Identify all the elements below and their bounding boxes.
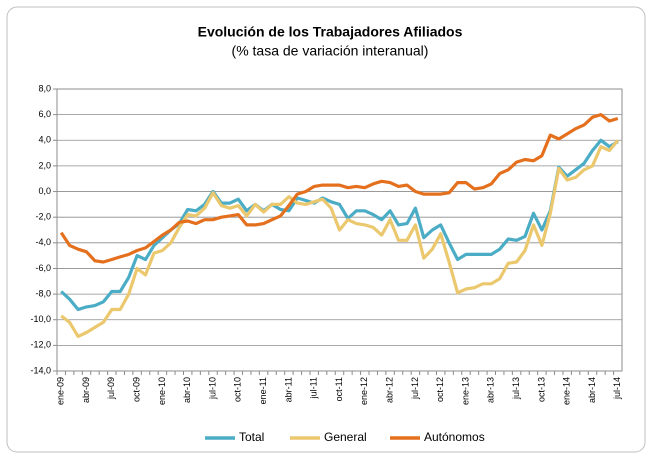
x-tick-label: jul-09: [106, 377, 116, 400]
series-line: [60, 138, 619, 312]
y-tick-label: -14,0: [30, 365, 51, 375]
chart-title: Evolución de los Trabajadores Afiliados: [198, 24, 463, 40]
x-tick-label: ene-10: [157, 377, 167, 405]
y-tick-label: 4,0: [38, 135, 51, 145]
y-tick-label: 8,0: [38, 83, 51, 93]
x-tick-label: abr-10: [182, 377, 192, 403]
chart-subtitle: (% tasa de variación interanual): [232, 43, 429, 59]
y-tick-label: -2,0: [35, 212, 51, 222]
series-line: [59, 113, 619, 264]
y-tick-label: 0,0: [38, 186, 51, 196]
x-tick-label: oct-13: [536, 377, 546, 402]
x-tick-label: abr-13: [486, 377, 496, 403]
x-tick-label: abr-12: [384, 377, 394, 403]
x-tick-label: oct-10: [233, 377, 243, 402]
y-tick-label: -10,0: [30, 314, 51, 324]
x-tick-label: ene-12: [359, 377, 369, 405]
y-tick-label: -6,0: [35, 263, 51, 273]
legend-label: General: [324, 430, 367, 444]
x-tick-label: abr-14: [587, 377, 597, 403]
x-tick-label: jul-10: [207, 377, 217, 400]
y-tick-label: 6,0: [38, 109, 51, 119]
x-tick-label: abr-11: [283, 377, 293, 402]
y-tick-label: -12,0: [30, 340, 51, 350]
x-tick-label: ene-09: [56, 377, 66, 405]
x-tick-label: jul-11: [309, 377, 319, 399]
y-tick-label: -8,0: [35, 288, 51, 298]
x-tick-label: abr-09: [81, 377, 91, 403]
x-tick-label: jul-13: [511, 377, 521, 400]
legend-label: Total: [239, 430, 264, 444]
x-tick-label: ene-13: [460, 377, 470, 405]
series-line: [60, 139, 620, 338]
x-tick-label: oct-09: [131, 377, 141, 402]
x-tick-label: oct-12: [435, 377, 445, 402]
x-tick-label: jul-14: [612, 377, 622, 400]
chart-frame: [6, 6, 646, 453]
x-tick-label: jul-12: [410, 377, 420, 400]
y-tick-label: 2,0: [38, 160, 51, 170]
x-tick-label: ene-14: [562, 377, 572, 405]
y-tick-label: -4,0: [35, 237, 51, 247]
legend-label: Autónomos: [424, 430, 485, 444]
x-tick-label: ene-11: [258, 377, 268, 404]
x-tick-label: oct-11: [334, 377, 344, 401]
